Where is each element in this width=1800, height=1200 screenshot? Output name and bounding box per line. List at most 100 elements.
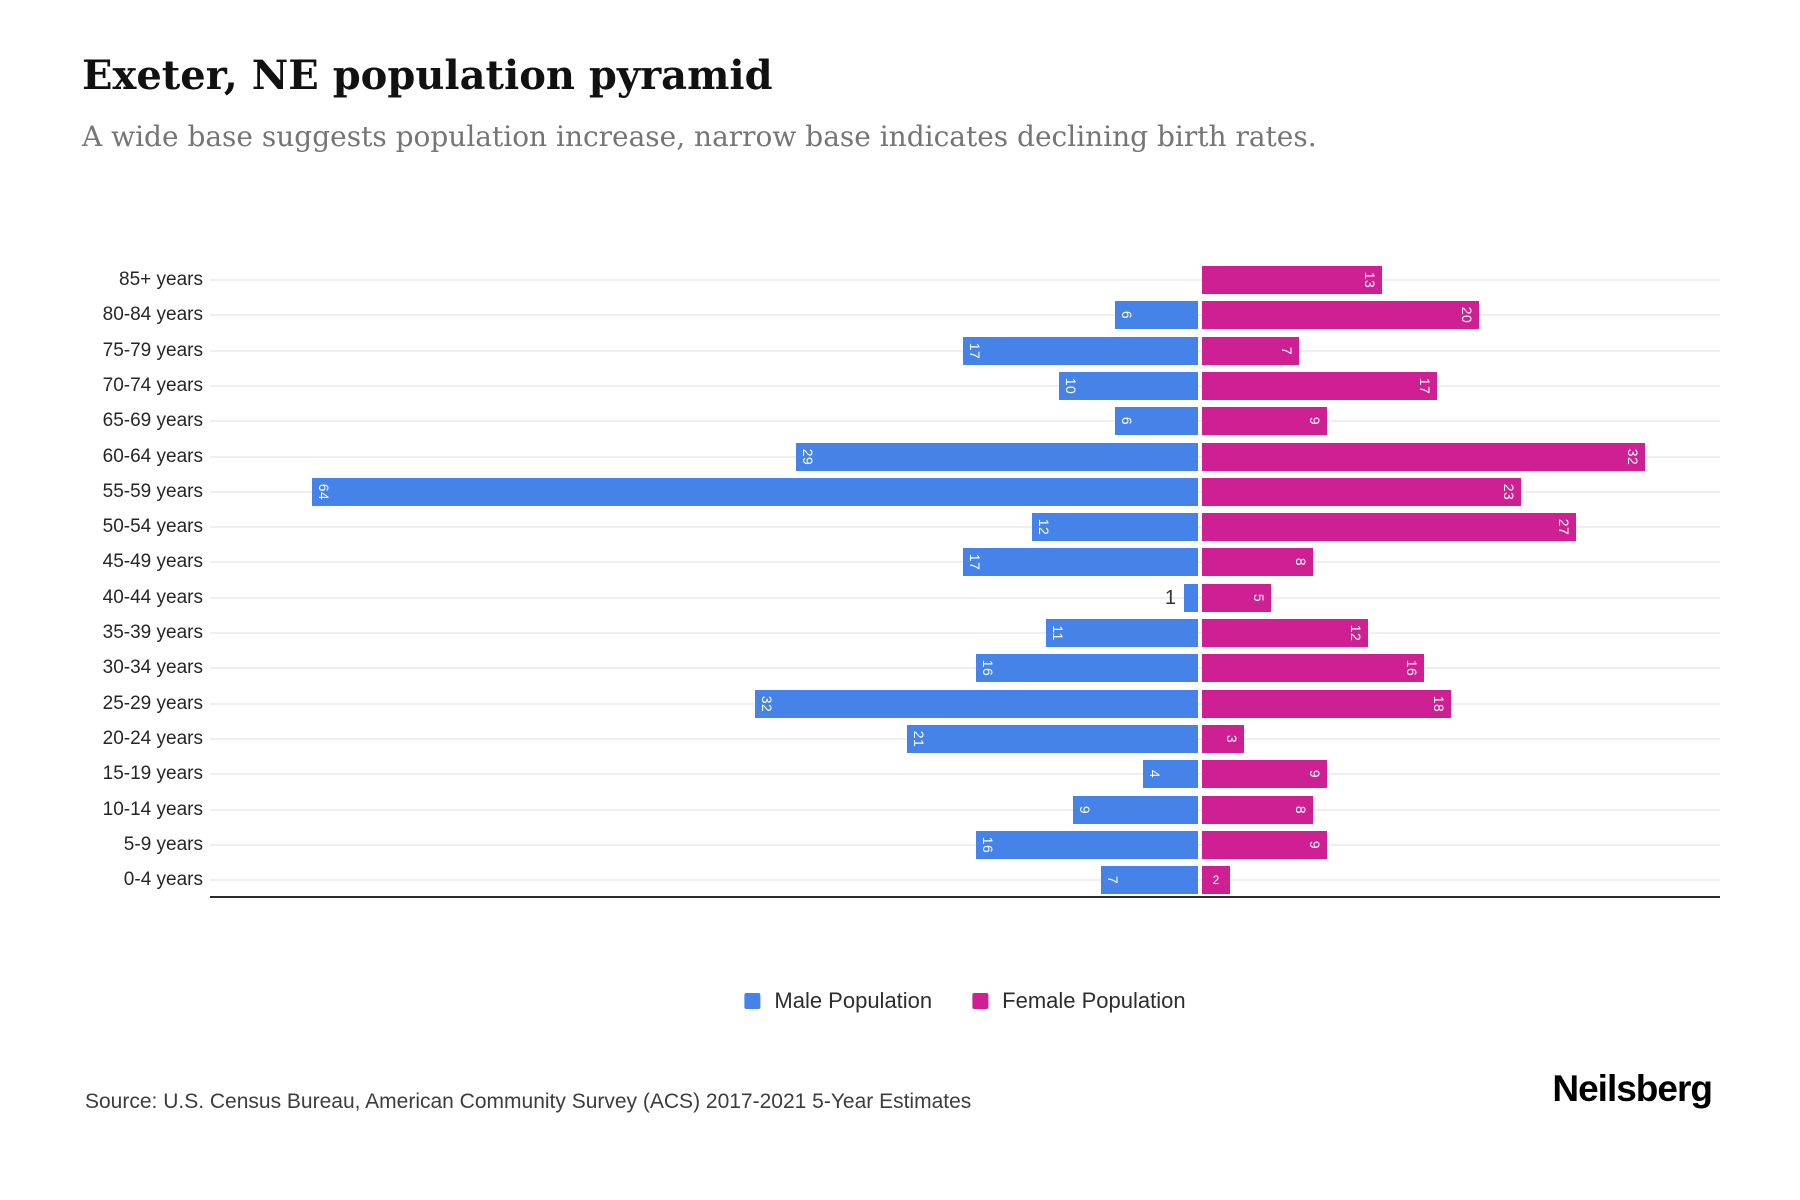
female-bar-value: 13 bbox=[1362, 271, 1378, 289]
female-bar-value: 5 bbox=[1251, 593, 1267, 602]
male-bar: 17 bbox=[963, 336, 1198, 365]
female-bar: 16 bbox=[1202, 654, 1424, 683]
legend-label-female: Female Population bbox=[1002, 988, 1186, 1013]
male-bar: 10 bbox=[1059, 371, 1198, 400]
female-bar-value: 2 bbox=[1212, 873, 1220, 888]
female-bar: 13 bbox=[1202, 266, 1382, 294]
male-bar-value: 9 bbox=[1077, 805, 1093, 814]
male-bar: 16 bbox=[976, 654, 1198, 683]
gridline bbox=[210, 420, 1720, 423]
male-bar-value: 7 bbox=[1105, 875, 1121, 885]
male-bar-value: 12 bbox=[1036, 518, 1052, 536]
female-bar-value: 23 bbox=[1501, 483, 1517, 501]
female-bar: 7 bbox=[1202, 336, 1299, 365]
gridline bbox=[210, 526, 1720, 529]
female-bar-value: 32 bbox=[1625, 448, 1641, 465]
male-bar: 64 bbox=[312, 477, 1198, 506]
age-group-label: 10-14 years bbox=[102, 798, 203, 820]
age-group-label: 30-34 years bbox=[102, 657, 203, 679]
female-bar-value: 9 bbox=[1307, 770, 1323, 779]
gridline bbox=[210, 667, 1720, 670]
male-bar: 29 bbox=[796, 442, 1198, 471]
age-group-label: 70-74 years bbox=[102, 374, 203, 396]
male-bar: 32 bbox=[755, 689, 1198, 718]
gridline bbox=[210, 808, 1720, 811]
female-bar: 9 bbox=[1202, 760, 1327, 789]
age-group-label: 25-29 years bbox=[102, 692, 203, 714]
gridline bbox=[210, 879, 1720, 882]
male-bar: 16 bbox=[976, 830, 1198, 859]
male-bar-value: 4 bbox=[1147, 770, 1163, 779]
male-bar-value: 11 bbox=[1050, 625, 1066, 641]
female-bar: 32 bbox=[1202, 442, 1645, 471]
gridline bbox=[210, 314, 1720, 317]
neilsberg-logo: Neilsberg bbox=[1552, 1068, 1713, 1109]
female-bar: 5 bbox=[1202, 583, 1271, 612]
female-bar-value: 20 bbox=[1459, 307, 1475, 324]
female-bar: 20 bbox=[1202, 301, 1479, 330]
chart-legend: Male Population Female Population bbox=[744, 988, 1186, 1014]
female-bar: 3 bbox=[1202, 724, 1244, 753]
female-bar: 12 bbox=[1202, 619, 1368, 647]
age-group-label: 5-9 years bbox=[123, 833, 203, 855]
male-bar: 6 bbox=[1115, 301, 1198, 330]
legend-label-male: Male Population bbox=[774, 988, 933, 1013]
male-bar: 7 bbox=[1101, 866, 1198, 895]
male-bar-value: 1 bbox=[1164, 586, 1176, 609]
female-bar: 9 bbox=[1202, 830, 1327, 859]
male-bar-value: 16 bbox=[980, 660, 996, 677]
female-bar-value: 8 bbox=[1293, 805, 1309, 814]
age-group-label: 85+ years bbox=[119, 269, 203, 290]
gridline bbox=[210, 632, 1720, 634]
female-bar-value: 12 bbox=[1348, 624, 1364, 642]
female-bar-value: 9 bbox=[1307, 417, 1323, 426]
male-bar-value: 17 bbox=[967, 554, 983, 571]
age-group-label: 55-59 years bbox=[102, 480, 203, 502]
female-bar-value: 7 bbox=[1279, 346, 1295, 355]
age-group-label: 15-19 years bbox=[102, 763, 203, 785]
female-bar: 8 bbox=[1202, 795, 1313, 824]
age-group-label: 35-39 years bbox=[102, 622, 203, 643]
male-bar: 11 bbox=[1046, 619, 1198, 647]
male-bar: 9 bbox=[1073, 795, 1198, 824]
male-bar-value: 10 bbox=[1063, 377, 1079, 395]
legend-item-male: Male Population bbox=[744, 988, 932, 1014]
female-bar-value: 16 bbox=[1404, 660, 1420, 677]
page-subtitle: A wide base suggests population increase… bbox=[82, 120, 1317, 153]
male-bar: 6 bbox=[1115, 407, 1198, 436]
x-axis-line bbox=[210, 896, 1720, 898]
female-bar-value: 18 bbox=[1431, 695, 1447, 712]
female-bar: 2 bbox=[1202, 866, 1230, 895]
age-group-label: 20-24 years bbox=[102, 727, 203, 749]
age-group-label: 50-54 years bbox=[102, 516, 203, 538]
female-bar: 8 bbox=[1202, 548, 1313, 577]
age-group-label: 75-79 years bbox=[102, 339, 203, 361]
gridline bbox=[210, 384, 1720, 387]
female-bar-value: 27 bbox=[1556, 518, 1572, 536]
male-bar-value: 64 bbox=[316, 483, 332, 501]
female-bar: 23 bbox=[1202, 477, 1521, 506]
female-bar-value: 8 bbox=[1293, 558, 1309, 567]
female-bar: 17 bbox=[1202, 371, 1437, 400]
gridline bbox=[210, 843, 1720, 846]
male-bar-value: 32 bbox=[759, 695, 775, 712]
male-bar bbox=[1184, 583, 1198, 612]
male-bar: 17 bbox=[963, 548, 1198, 577]
female-legend-swatch-icon bbox=[972, 993, 989, 1009]
male-bar-value: 21 bbox=[911, 730, 927, 748]
female-bar: 9 bbox=[1202, 407, 1327, 436]
age-group-label: 80-84 years bbox=[102, 304, 203, 326]
male-bar-value: 17 bbox=[967, 342, 983, 359]
female-bar-value: 17 bbox=[1417, 377, 1433, 395]
male-bar-value: 16 bbox=[980, 836, 996, 854]
page-title: Exeter, NE population pyramid bbox=[82, 52, 773, 99]
age-group-label: 0-4 years bbox=[123, 869, 203, 891]
female-bar-value: 3 bbox=[1224, 734, 1240, 744]
male-bar-value: 29 bbox=[800, 448, 816, 465]
gridline bbox=[210, 279, 1720, 281]
male-bar: 12 bbox=[1032, 513, 1198, 542]
gridline bbox=[210, 773, 1720, 776]
male-bar: 4 bbox=[1143, 760, 1198, 789]
female-bar-value: 9 bbox=[1307, 840, 1323, 849]
